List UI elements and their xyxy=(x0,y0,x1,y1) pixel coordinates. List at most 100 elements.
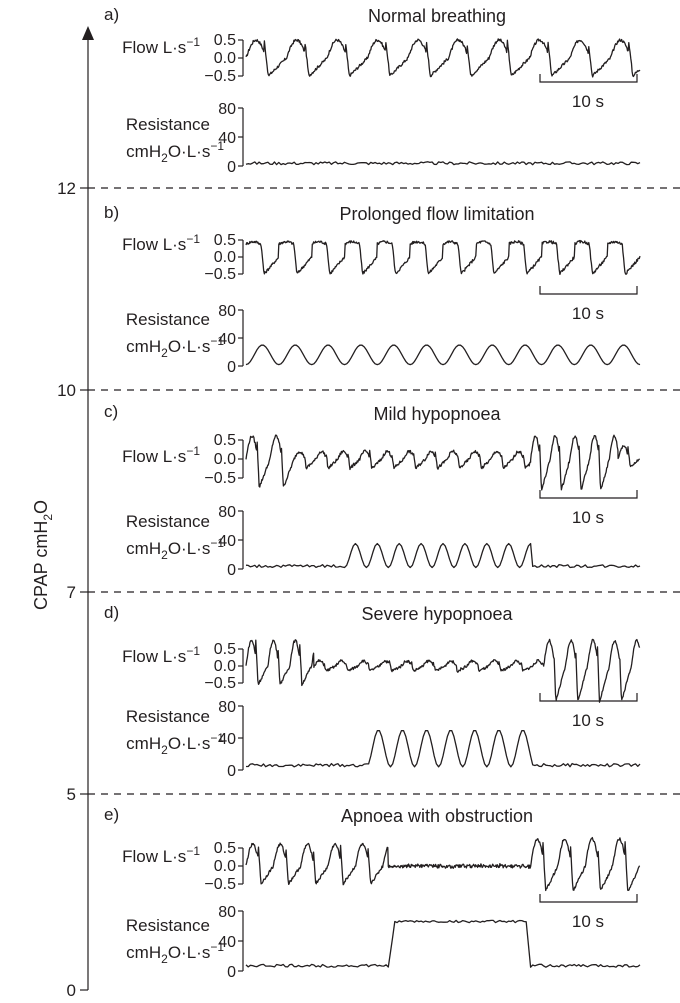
panel-title: Severe hypopnoea xyxy=(361,604,513,624)
resistance-label-line1: Resistance xyxy=(126,707,210,726)
resistance-tick-label: 40 xyxy=(218,331,236,348)
flow-tick-label: −0.5 xyxy=(204,876,236,893)
resistance-trace xyxy=(245,161,641,166)
cpap-axis: 0 CPAP cmH2O xyxy=(31,26,94,1000)
flow-label-text: Flow L·s xyxy=(122,847,186,866)
time-scale-label: 10 s xyxy=(572,711,604,730)
resistance-trace xyxy=(245,542,641,569)
flow-tick-label: 0.0 xyxy=(214,50,236,67)
panel-title: Apnoea with obstruction xyxy=(341,806,533,826)
cpap-axis-label-main: CPAP cmH xyxy=(31,521,51,610)
resistance-label-sub: 2 xyxy=(161,743,168,757)
flow-label-exponent: −1 xyxy=(186,232,200,246)
flow-tick-label: −0.5 xyxy=(204,266,236,283)
panel-b: b) Prolonged flow limitation Flow L·s−1 … xyxy=(104,203,641,376)
resistance-trace xyxy=(246,730,641,768)
resistance-label-sub: 2 xyxy=(161,151,168,165)
panel-title: Mild hypopnoea xyxy=(373,404,501,424)
resistance-label-rest: O·L·s xyxy=(168,734,211,753)
flow-label-exponent: −1 xyxy=(186,35,200,49)
cpap-axis-label-sub: 2 xyxy=(41,514,55,521)
panel-letter: a) xyxy=(104,5,119,24)
flow-label-text: Flow L·s xyxy=(122,647,186,666)
resistance-tick-label: 40 xyxy=(218,934,236,951)
flow-tick-label: 0.0 xyxy=(214,451,236,468)
resistance-label-line1: Resistance xyxy=(126,916,210,935)
time-scale-label: 10 s xyxy=(572,508,604,527)
resistance-label-sub: 2 xyxy=(161,548,168,562)
flow-trace xyxy=(245,38,641,78)
resistance-tick-label: 40 xyxy=(218,533,236,550)
flow-label-exponent: −1 xyxy=(186,844,200,858)
cpap-tick-label: 12 xyxy=(57,179,76,198)
panel-a: a) Normal breathing Flow L·s−1 0.5 0.0 −… xyxy=(104,5,641,176)
resistance-tick-label: 80 xyxy=(218,101,236,118)
resistance-tick-label: 0 xyxy=(227,359,236,376)
resistance-label-rest: O·L·s xyxy=(168,142,211,161)
panel-letter: c) xyxy=(104,402,118,421)
resistance-tick-label: 80 xyxy=(218,504,236,521)
flow-trace xyxy=(245,638,641,703)
resistance-label-exponent: −1 xyxy=(210,536,224,550)
flow-label: Flow L·s−1 xyxy=(122,35,200,57)
panel-title: Normal breathing xyxy=(368,6,506,26)
flow-label-text: Flow L·s xyxy=(122,447,186,466)
resistance-tick-label: 80 xyxy=(218,303,236,320)
resistance-label-line1: Resistance xyxy=(126,310,210,329)
flow-label-exponent: −1 xyxy=(186,444,200,458)
flow-label: Flow L·s−1 xyxy=(122,232,200,254)
time-scale-label: 10 s xyxy=(572,912,604,931)
time-scale-bar xyxy=(539,490,638,499)
flow-trace xyxy=(245,239,641,276)
resistance-label-rest: O·L·s xyxy=(168,943,211,962)
resistance-label-exponent: −1 xyxy=(210,334,224,348)
flow-label-text: Flow L·s xyxy=(122,38,186,57)
flow-label: Flow L·s−1 xyxy=(122,844,200,866)
cpap-axis-label: CPAP cmH2O xyxy=(31,500,55,610)
flow-tick-label: 0.5 xyxy=(214,432,236,449)
resistance-label-line2: cmH2O·L·s−1 xyxy=(126,536,224,562)
resistance-label-line1: Resistance xyxy=(126,512,210,531)
resistance-tick-label: 0 xyxy=(227,159,236,176)
panel-title: Prolonged flow limitation xyxy=(339,204,534,224)
resistance-label-main: cmH xyxy=(126,142,161,161)
resistance-tick-label: 40 xyxy=(218,130,236,147)
flow-tick-label: 0.5 xyxy=(214,232,236,249)
flow-label-text: Flow L·s xyxy=(122,235,186,254)
time-scale-bar xyxy=(539,286,638,295)
cpap-tick-label: 10 xyxy=(57,381,76,400)
resistance-label-exponent: −1 xyxy=(210,139,224,153)
flow-trace xyxy=(245,434,640,491)
resistance-label-main: cmH xyxy=(126,943,161,962)
resistance-label-sub: 2 xyxy=(161,346,168,360)
resistance-label-rest: O·L·s xyxy=(168,337,211,356)
resistance-label-exponent: −1 xyxy=(210,940,224,954)
flow-tick-label: 0.0 xyxy=(214,658,236,675)
time-scale-bar xyxy=(539,894,638,903)
resistance-label-line2: cmH2O·L·s−1 xyxy=(126,940,224,966)
flow-label: Flow L·s−1 xyxy=(122,644,200,666)
resistance-label-line1: Resistance xyxy=(126,115,210,134)
flow-tick-label: −0.5 xyxy=(204,675,236,692)
flow-tick-label: 0.0 xyxy=(214,858,236,875)
resistance-tick-label: 0 xyxy=(227,562,236,579)
resistance-label-main: cmH xyxy=(126,539,161,558)
flow-label: Flow L·s−1 xyxy=(122,444,200,466)
cpap-tick-label: 5 xyxy=(67,785,76,804)
time-scale-label: 10 s xyxy=(572,92,604,111)
resistance-label-sub: 2 xyxy=(161,952,168,966)
flow-tick-label: −0.5 xyxy=(204,470,236,487)
resistance-tick-label: 0 xyxy=(227,964,236,981)
flow-tick-label: −0.5 xyxy=(204,68,236,85)
panel-d: d) Severe hypopnoea Flow L·s−1 0.5 0.0 −… xyxy=(104,603,641,780)
flow-tick-label: 0.5 xyxy=(214,641,236,658)
flow-tick-label: 0.5 xyxy=(214,840,236,857)
resistance-label-main: cmH xyxy=(126,734,161,753)
time-scale-bar xyxy=(539,693,638,702)
resistance-label-rest: O·L·s xyxy=(168,539,211,558)
flow-tick-label: 0.5 xyxy=(214,32,236,49)
resistance-tick-label: 80 xyxy=(218,904,236,921)
cpap-tick-label: 7 xyxy=(67,583,76,602)
flow-label-exponent: −1 xyxy=(186,644,200,658)
